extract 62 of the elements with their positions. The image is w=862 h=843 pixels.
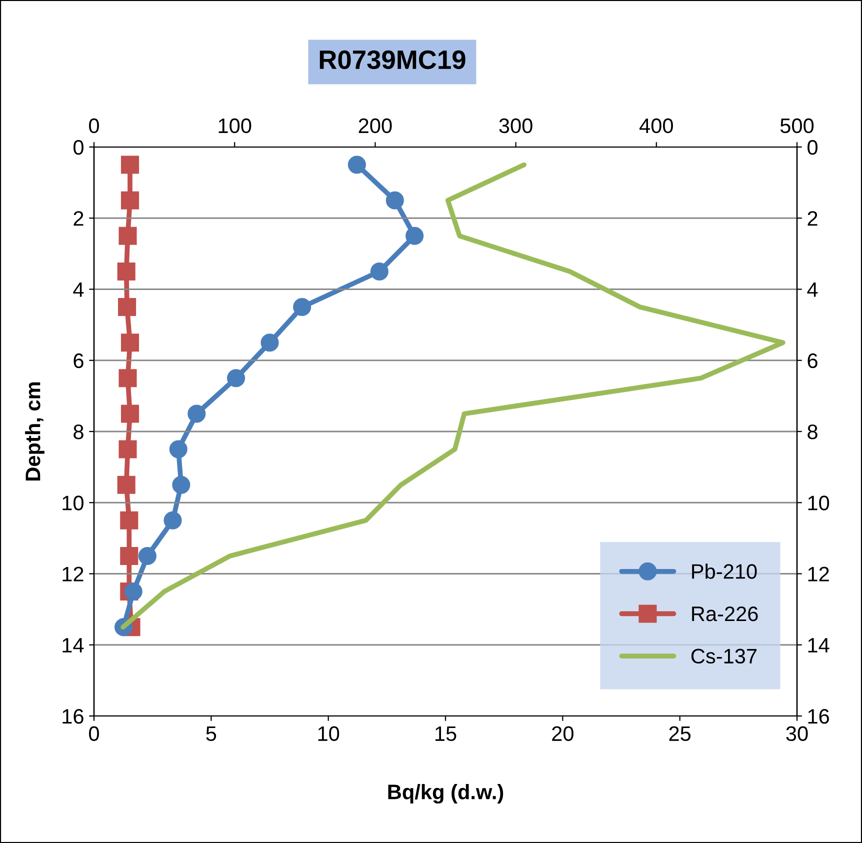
x2-tick-label: 500: [780, 118, 814, 134]
y-tick-label: 10: [62, 496, 84, 510]
y2-tick-label: 0: [808, 140, 818, 155]
point: [120, 404, 140, 423]
point: [124, 582, 142, 601]
x2-tick-label: 200: [358, 118, 392, 134]
point: [118, 226, 137, 245]
point: [260, 334, 279, 352]
y-tick-label: 16: [62, 709, 84, 724]
point: [169, 440, 188, 458]
y2-tick-label: 16: [808, 709, 829, 724]
legend-label: Pb-210: [692, 564, 757, 579]
x-tick-label: 0: [89, 726, 99, 742]
y2-tick-label: 4: [807, 282, 818, 297]
x2-tick-label: 400: [640, 118, 673, 134]
point: [118, 298, 136, 316]
y-tick-label: 2: [74, 211, 84, 226]
x-tick-label: 20: [552, 726, 574, 742]
point: [172, 476, 190, 494]
point: [226, 369, 246, 388]
point: [406, 226, 424, 245]
point: [138, 546, 156, 565]
y-tick-label: 8: [74, 424, 84, 440]
point: [118, 369, 137, 388]
y-tick-label: 4: [73, 282, 84, 297]
y2-tick-label: 2: [808, 211, 818, 226]
x-tick-label: 30: [786, 726, 808, 742]
point: [117, 262, 136, 280]
y-tick-label: 14: [62, 638, 84, 652]
y-axis-title: Depth, cm: [25, 382, 44, 480]
point: [348, 156, 366, 174]
x2-tick-label: 0: [89, 118, 99, 134]
y2-tick-label: 14: [808, 638, 830, 652]
point: [188, 404, 206, 423]
y-tick-label: 12: [62, 566, 84, 582]
y2-tick-label: 6: [808, 353, 818, 368]
legend-label: Ra-226: [692, 606, 758, 622]
point: [120, 334, 140, 352]
x-tick-label: 25: [669, 726, 691, 742]
point: [164, 511, 182, 530]
point: [386, 191, 404, 210]
point: [120, 511, 138, 530]
chart-title: R0739MC19: [320, 50, 466, 70]
point: [120, 546, 138, 565]
y-tick-label: 0: [74, 140, 84, 155]
y2-tick-label: 12: [808, 566, 829, 582]
point: [120, 156, 140, 174]
y2-tick-label: 10: [808, 496, 830, 510]
x-tick-label: 15: [436, 726, 456, 742]
x-axis-title: Bq/kg (d.w.): [388, 784, 504, 804]
point: [118, 440, 137, 458]
x-tick-label: 10: [318, 726, 340, 742]
x-tick-label: 5: [206, 726, 216, 742]
x2-tick-label: 300: [499, 118, 532, 134]
x2-tick-label: 100: [218, 118, 252, 134]
point: [370, 262, 388, 280]
y-tick-label: 6: [74, 353, 84, 368]
point: [120, 191, 140, 210]
y2-tick-label: 8: [808, 424, 818, 440]
point: [117, 476, 136, 494]
legend-label: Cs-137: [691, 648, 757, 664]
point: [293, 298, 312, 316]
